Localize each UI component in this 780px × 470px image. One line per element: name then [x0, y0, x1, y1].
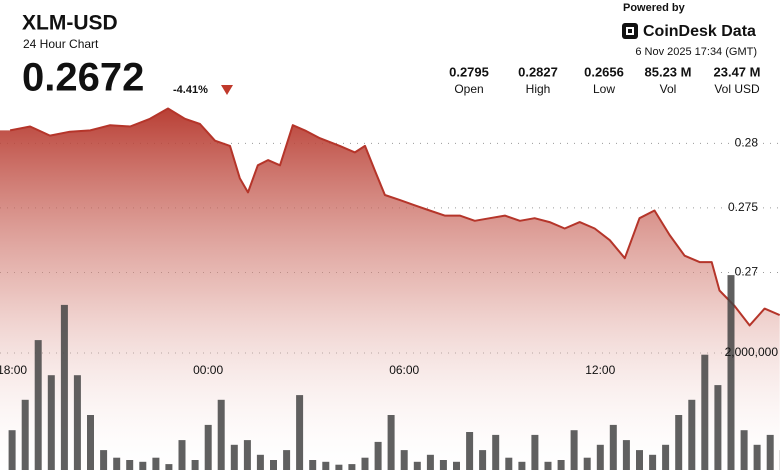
volume-bar: [100, 450, 108, 470]
volume-bar: [152, 457, 160, 470]
volume-bar: [296, 395, 304, 470]
volume-bar: [165, 464, 173, 470]
y-tick-label: 0.27: [735, 265, 759, 279]
volume-bar: [583, 457, 591, 470]
volume-bar: [453, 461, 460, 470]
volume-bar: [322, 461, 330, 470]
price-area: [0, 108, 780, 470]
volume-bar: [270, 460, 277, 470]
volume-bar: [570, 430, 578, 470]
volume-bar: [243, 440, 251, 470]
volume-bar: [387, 415, 395, 470]
volume-bar: [753, 444, 761, 470]
volume-bar: [518, 461, 526, 470]
brand: CoinDesk Data: [643, 23, 756, 40]
stat-value: 0.2656: [584, 64, 624, 79]
stat-label: Open: [454, 82, 483, 96]
y-tick-label: 0.275: [728, 200, 758, 214]
volume-bar: [139, 461, 147, 470]
volume-bar: [531, 434, 539, 470]
volume-bar: [426, 454, 434, 470]
stat-value: 0.2827: [518, 64, 558, 79]
volume-bar: [766, 434, 774, 470]
volume-bar: [191, 460, 199, 470]
change: -4.41%: [173, 84, 208, 96]
stat-value: 0.2795: [449, 64, 489, 79]
volume-bar: [126, 460, 134, 470]
label-layer: 0.27 0.275 0.28 18:00 00:00 06:00 12:00 2,000,0…: [0, 135, 778, 377]
y2-tick-label: 2,000,000: [725, 345, 779, 359]
volume-bar: [335, 464, 343, 470]
bar-layer: [8, 275, 780, 470]
volume-bar: [544, 461, 552, 470]
volume-bar: [688, 399, 696, 470]
area-layer: [0, 107, 780, 470]
volume-bar: [596, 444, 604, 470]
volume-bar: [204, 424, 212, 470]
volume-bar: [21, 399, 29, 470]
y-tick-label: 0.28: [735, 135, 759, 149]
volume-bar: [283, 450, 291, 470]
volume-bar: [505, 457, 513, 470]
volume-bar: [439, 460, 447, 470]
volume-bar: [727, 275, 735, 470]
volume-bar: [466, 432, 474, 470]
volume-bar: [622, 440, 630, 470]
volume-bar: [309, 460, 317, 470]
volume-bar: [217, 399, 225, 470]
volume-bar: [649, 454, 657, 470]
volume-bar: [492, 434, 500, 470]
volume-bar: [740, 430, 748, 470]
powered-by: Powered by: [623, 2, 686, 14]
stat-label: Vol USD: [714, 82, 760, 96]
volume-bar: [256, 454, 264, 470]
stat-label: Vol: [660, 82, 677, 96]
x-tick-label: 00:00: [193, 363, 223, 377]
price: 0.2672: [22, 56, 144, 100]
timestamp: 6 Nov 2025 17:34 (GMT): [635, 46, 757, 58]
volume-bar: [34, 340, 42, 470]
header: XLM-USD 24 Hour Chart 0.2672 -4.41% Powe…: [22, 2, 760, 100]
stat-label: Low: [593, 82, 615, 96]
volume-bar: [636, 450, 643, 470]
x-tick-label: 06:00: [389, 363, 419, 377]
brand-icon: [622, 23, 638, 39]
volume-bar: [60, 304, 68, 470]
volume-bar: [662, 444, 670, 470]
volume-bar: [178, 440, 186, 470]
volume-bar: [557, 460, 565, 470]
volume-bar: [374, 441, 382, 470]
stat-label: High: [526, 82, 551, 96]
symbol: XLM-USD: [22, 12, 118, 35]
volume-bar: [609, 424, 617, 470]
stat-value: 85.23 M: [645, 64, 692, 79]
stat-value: 23.47 M: [714, 64, 761, 79]
volume-bar: [348, 464, 356, 470]
volume-bar: [47, 375, 55, 470]
volume-bar: [701, 354, 709, 470]
volume-bar: [113, 457, 121, 470]
plot-area: 0.27 0.275 0.28 18:00 00:00 06:00 12:00 2,000,0…: [0, 107, 780, 470]
price-line: [9, 107, 780, 327]
volume-bar: [400, 450, 408, 470]
subtitle: 24 Hour Chart: [23, 37, 99, 51]
volume-bar: [479, 450, 487, 470]
x-tick-label: 12:00: [585, 363, 615, 377]
volume-bar: [87, 415, 94, 470]
down-arrow: [221, 85, 233, 95]
volume-bar: [73, 375, 81, 470]
volume-bar: [361, 457, 369, 470]
volume-bar: [675, 415, 683, 470]
volume-bar: [714, 385, 722, 470]
volume-bar: [413, 461, 421, 470]
x-tick-label: 18:00: [0, 363, 27, 377]
volume-bar: [8, 430, 16, 470]
volume-bar: [230, 444, 238, 470]
